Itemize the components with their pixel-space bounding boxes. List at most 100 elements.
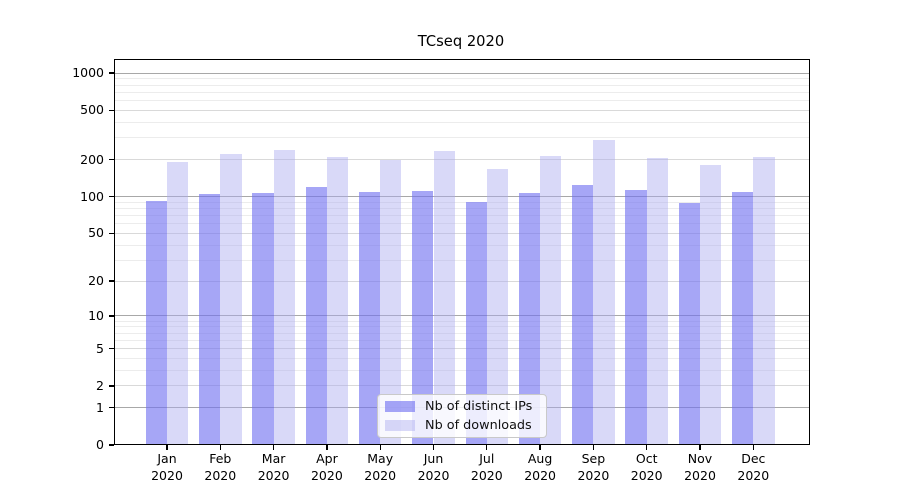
gridline-minor — [113, 201, 810, 203]
bar-ips-jul — [465, 202, 487, 445]
x-tick-year: 2020 — [630, 467, 663, 483]
x-tick-label: Nov 2020 — [670, 451, 730, 484]
y-tick-mark — [108, 347, 114, 350]
x-tick-month: Jul — [479, 451, 495, 466]
y-tick-mark — [108, 232, 114, 234]
gridline-minor — [113, 137, 810, 139]
gridline-minor — [113, 332, 810, 334]
bar-downloads-nov — [700, 165, 722, 445]
x-tick-label: Mar 2020 — [244, 451, 304, 484]
x-tick-year: 2020 — [204, 467, 237, 483]
x-tick-mark — [326, 445, 328, 450]
gridline-decade — [113, 196, 810, 198]
x-tick-month: Mar — [261, 451, 286, 466]
y-tick-label: 100 — [80, 188, 104, 204]
y-tick-label: 1000 — [72, 65, 104, 81]
x-tick-month: Jan — [157, 451, 177, 466]
gridline-major — [113, 109, 810, 111]
x-tick-month: Nov — [687, 451, 713, 466]
gridline-minor — [113, 215, 810, 217]
y-tick-mark — [108, 195, 114, 198]
bar-downloads-jun — [433, 150, 455, 445]
x-tick-mark — [432, 445, 435, 450]
x-tick-mark — [272, 445, 275, 450]
gridline-minor — [113, 91, 810, 93]
y-tick-label: 5 — [96, 340, 104, 356]
x-tick-month: Aug — [527, 451, 553, 466]
bar-downloads-apr — [326, 156, 349, 445]
y-tick-label: 500 — [80, 102, 104, 118]
x-tick-mark — [539, 445, 541, 450]
gridline-decade — [113, 72, 810, 74]
y-tick-mark — [108, 109, 114, 111]
chart-title: TCseq 2020 — [417, 33, 505, 50]
y-tick-label: 0 — [96, 437, 104, 452]
x-tick-label: Jun 2020 — [404, 451, 464, 484]
y-tick-mark — [108, 444, 114, 446]
x-tick-year: 2020 — [524, 467, 556, 483]
gridline-decade — [113, 315, 810, 317]
bar-ips-apr — [305, 186, 327, 445]
bar-ips-mar — [252, 192, 274, 445]
x-tick-label: May 2020 — [350, 451, 410, 484]
gridline-minor — [113, 339, 810, 341]
y-tick-mark — [108, 385, 114, 387]
bar-downloads-may — [380, 159, 402, 445]
gridline-minor — [113, 100, 810, 102]
gridline-major — [113, 232, 810, 234]
x-tick-mark — [219, 445, 221, 450]
legend-swatch-downloads — [385, 419, 415, 431]
bar-downloads-aug — [540, 156, 562, 445]
x-tick-label: Oct 2020 — [617, 451, 677, 484]
gridline-minor — [113, 78, 810, 80]
bar-ips-feb — [199, 193, 221, 445]
x-tick-year: 2020 — [257, 467, 290, 483]
gridline-major — [113, 280, 810, 282]
bar-ips-dec — [732, 191, 754, 445]
legend-row-ips: Nb of distinct IPs — [385, 399, 538, 415]
bar-downloads-jan — [167, 162, 189, 445]
x-tick-year: 2020 — [737, 467, 770, 483]
x-tick-month: Jun — [423, 451, 444, 466]
legend-row-downloads: Nb of downloads — [385, 418, 538, 434]
x-tick-mark — [646, 445, 648, 450]
x-tick-month: Dec — [741, 451, 766, 466]
x-tick-mark — [592, 445, 595, 450]
bar-ips-oct — [625, 189, 647, 445]
legend-label-downloads: Nb of downloads — [425, 417, 532, 433]
legend-swatch-ips — [385, 401, 415, 413]
gridline-minor — [113, 84, 810, 86]
gridline-minor — [113, 207, 810, 209]
x-tick-mark — [166, 445, 168, 450]
x-tick-year: 2020 — [577, 467, 610, 483]
bar-ips-jan — [145, 201, 167, 445]
gridline-major — [113, 159, 810, 161]
x-tick-label: Feb 2020 — [190, 451, 250, 484]
bar-downloads-sep — [593, 139, 615, 445]
gridline-minor — [113, 320, 810, 322]
y-tick-mark — [108, 315, 114, 317]
y-tick-label: 1 — [96, 399, 104, 415]
x-tick-mark — [699, 445, 701, 450]
x-tick-label: Apr 2020 — [297, 451, 357, 484]
x-tick-year: 2020 — [310, 467, 343, 483]
x-tick-month: Apr — [316, 451, 338, 466]
gridline-minor — [113, 357, 810, 359]
y-tick-label: 20 — [88, 273, 104, 289]
y-tick-label: 200 — [80, 151, 104, 167]
y-tick-mark — [108, 280, 114, 282]
y-tick-label: 2 — [96, 377, 104, 393]
gridline-major — [113, 385, 810, 387]
x-tick-year: 2020 — [470, 467, 503, 483]
bar-ips-nov — [678, 203, 700, 445]
bar-downloads-mar — [273, 149, 295, 445]
bar-downloads-jul — [486, 168, 509, 445]
y-tick-mark — [108, 72, 114, 74]
gridline-minor — [113, 121, 810, 123]
y-tick-label: 50 — [88, 225, 104, 241]
x-tick-label: Dec 2020 — [723, 451, 783, 484]
x-tick-year: 2020 — [151, 467, 183, 483]
gridline-minor — [113, 326, 810, 328]
x-tick-label: Jan 2020 — [137, 451, 197, 484]
